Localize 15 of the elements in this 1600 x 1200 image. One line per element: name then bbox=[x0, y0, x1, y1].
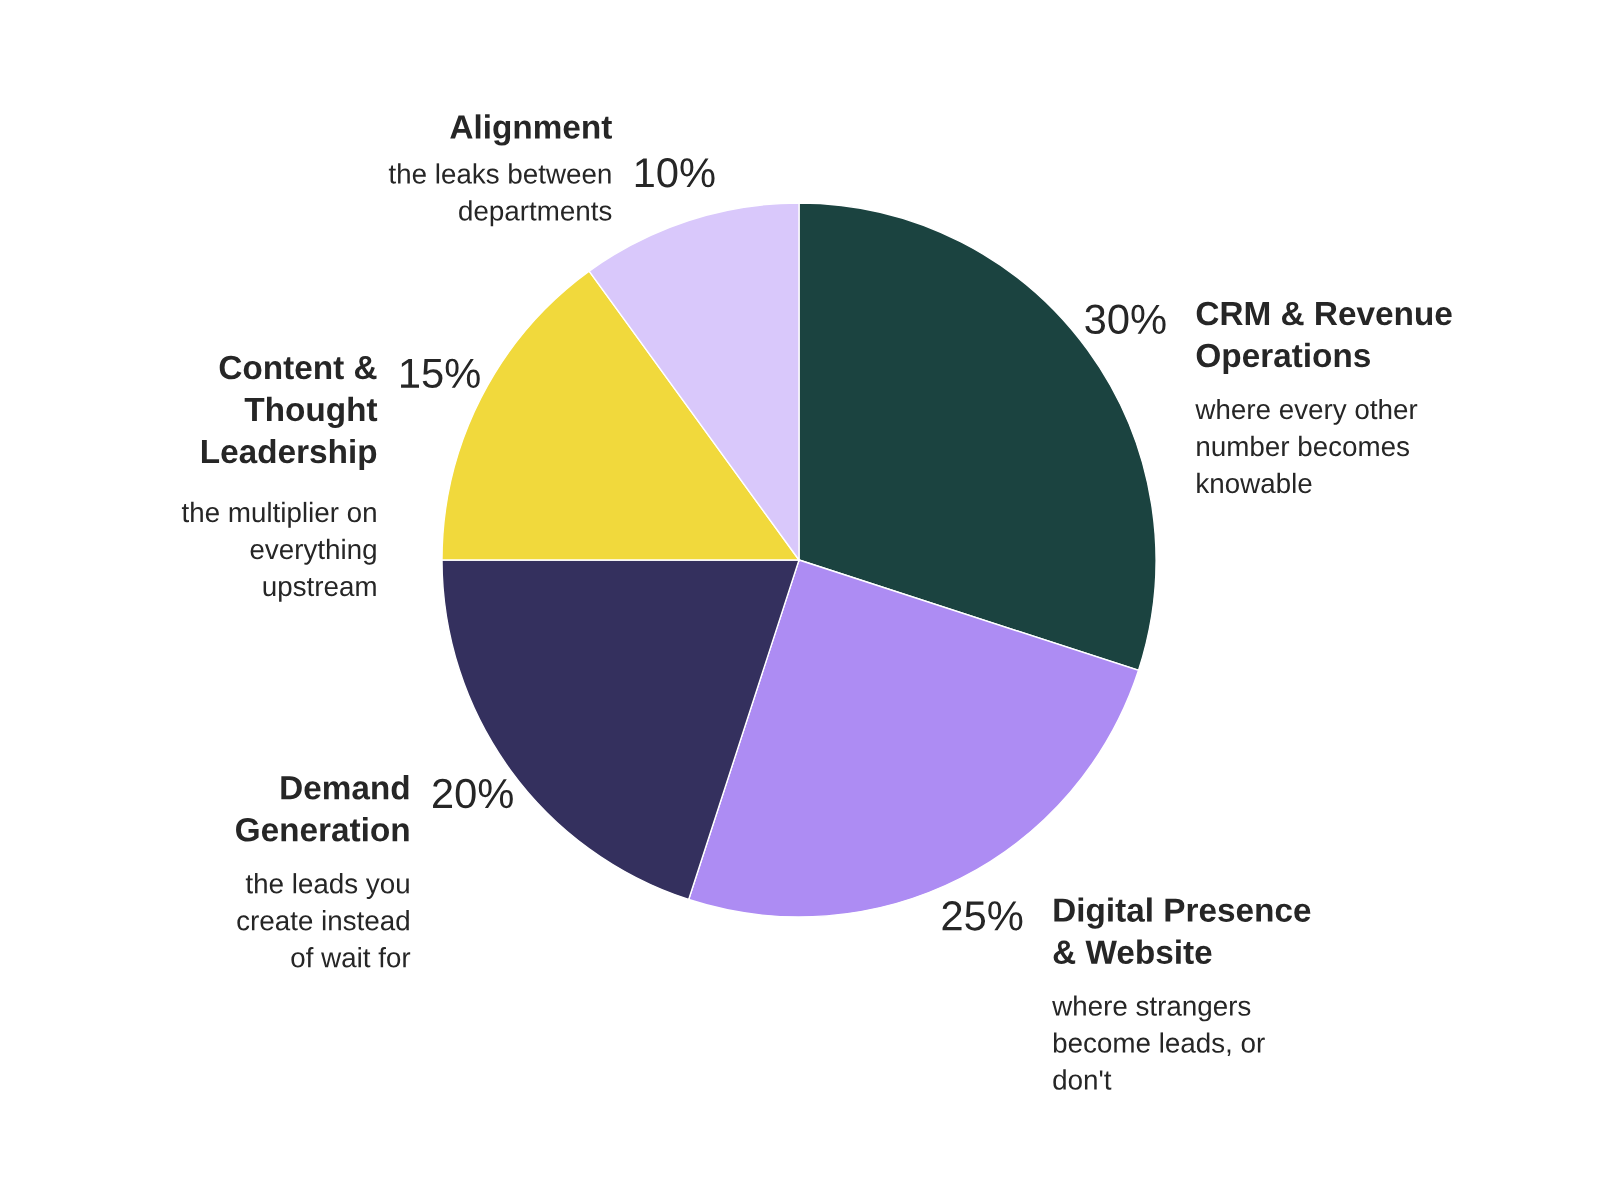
slice-label: Alignment bbox=[450, 114, 612, 146]
data-label: 30% bbox=[1085, 304, 1166, 335]
slice-label: Demand Generation bbox=[236, 775, 409, 842]
text: the leaks between departments bbox=[388, 163, 612, 227]
data-label: 25% bbox=[942, 901, 1023, 931]
slice-label: Content & Thought Leadership bbox=[201, 355, 378, 470]
slice-label: CRM & Revenue Operations bbox=[1196, 301, 1452, 374]
data-label: 20% bbox=[433, 778, 513, 809]
text: the leads you create instead of wait for bbox=[237, 873, 411, 968]
text: where every other number becomes knowable bbox=[1195, 398, 1418, 494]
data-label: 15% bbox=[401, 358, 480, 389]
text: where strangers become leads, or don't bbox=[1052, 995, 1265, 1090]
slice-label: Digital Presence & Website bbox=[1053, 897, 1311, 965]
text: the multiplier on everything upstream bbox=[181, 501, 376, 602]
data-label: 10% bbox=[635, 158, 715, 188]
